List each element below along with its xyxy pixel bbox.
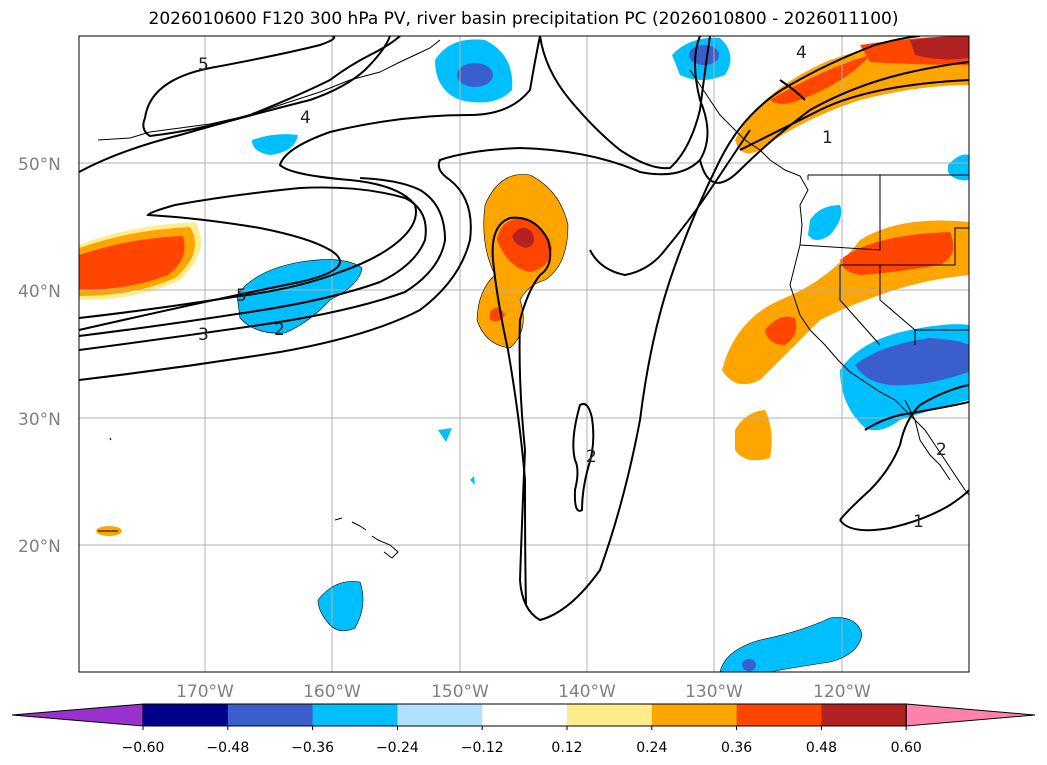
map-plot-area: 5 4 5 3 2 2 4 1 2 1: [79, 36, 969, 672]
colorbar-segment: [312, 704, 398, 726]
colorbar-tick-label: −0.12: [461, 740, 504, 756]
colorbar-segment: [143, 704, 229, 726]
lon-label: 170°W: [176, 682, 234, 702]
colorbar-segment: [482, 704, 568, 726]
contour-label: 4: [796, 43, 807, 63]
contour-label: 2: [586, 447, 597, 467]
colorbar-extend-min: [11, 703, 144, 727]
negative-anomaly-blob: [720, 617, 862, 672]
colorbar-extend-max: [905, 703, 1036, 727]
colorbar-tick-label: −0.24: [376, 740, 419, 756]
negative-anomaly-blob: [237, 259, 362, 334]
colorbar-tick-label: −0.36: [291, 740, 334, 756]
graticule: [79, 36, 969, 672]
lon-label: 150°W: [431, 682, 489, 702]
colorbar-tick-label: −0.60: [122, 740, 165, 756]
contour-label: 4: [300, 108, 311, 128]
lat-label: 40°N: [18, 282, 61, 302]
map-frame: [78, 35, 970, 673]
contour-label: 1: [822, 128, 833, 148]
contour-label: 1: [913, 512, 924, 532]
colorbar-segment: [567, 704, 653, 726]
contour-label: 2: [274, 320, 285, 340]
colorbar-segment: [397, 704, 483, 726]
colorbar-segment: [736, 704, 822, 726]
lon-label: 120°W: [813, 682, 871, 702]
lon-label: 130°W: [685, 682, 743, 702]
colorbar: −0.60 −0.48 −0.36 −0.24 −0.12 0.12 0.24 0.36 0.4…: [11, 703, 1036, 756]
map-title: 2026010600 F120 300 hPa PV, river basin …: [148, 9, 899, 29]
lat-label: 50°N: [18, 155, 61, 175]
colorbar-segment: [651, 704, 738, 726]
lat-label: 30°N: [18, 410, 61, 430]
lat-label: 20°N: [18, 537, 61, 557]
pv-contours: [79, 36, 969, 622]
colorbar-tick-label: 0.48: [806, 740, 837, 756]
colorbar-tick-label: 0.24: [636, 740, 667, 756]
colorbar-segment: [227, 704, 314, 726]
coastlines: [97, 39, 969, 559]
contour-label: 3: [198, 325, 209, 345]
colorbar-tick-label: −0.48: [206, 740, 249, 756]
lon-label: 160°W: [303, 682, 361, 702]
contour-label: 2: [936, 440, 947, 460]
lon-label: 140°W: [558, 682, 616, 702]
colorbar-segment: [821, 704, 907, 726]
colorbar-tick-label: 0.60: [891, 740, 922, 756]
colorbar-tick-label: 0.12: [551, 740, 582, 756]
contour-label: 5: [236, 286, 247, 306]
contour-label: 5: [198, 55, 209, 75]
colorbar-tick-label: 0.36: [721, 740, 752, 756]
